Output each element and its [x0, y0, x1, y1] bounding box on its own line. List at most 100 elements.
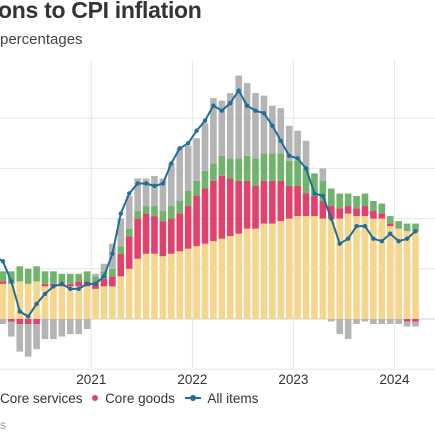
- all-items-point: [337, 241, 342, 246]
- core-goods-bar: [92, 283, 99, 289]
- legend-core-services: Core services: [0, 390, 83, 406]
- core-goods-bar: [269, 180, 276, 224]
- core-services-bar: [344, 213, 352, 319]
- core-goods-bar: [41, 283, 49, 287]
- all-items-point: [177, 146, 182, 151]
- core-goods-bar: [311, 196, 318, 217]
- food-bar: [33, 266, 40, 282]
- food-bar: [344, 193, 352, 207]
- core-services-bar: [386, 226, 394, 319]
- core-goods-bar: [302, 193, 310, 217]
- all-items-point: [219, 108, 225, 113]
- all-items-point: [68, 286, 73, 292]
- core-goods-bar: [235, 180, 242, 234]
- all-items-point: [211, 103, 216, 108]
- food-bar: [353, 196, 360, 209]
- all-items-point: [413, 228, 418, 234]
- all-items-point: [388, 231, 393, 236]
- all-items-point: [101, 274, 107, 279]
- core-goods-bar: [24, 319, 32, 325]
- chart-title: ons to CPI inflation: [0, 0, 202, 23]
- core-goods-bar: [159, 221, 167, 257]
- all-items-point: [278, 138, 283, 143]
- energy-bar: [41, 319, 49, 340]
- food-bar: [412, 223, 419, 232]
- all-items-point: [0, 259, 6, 264]
- all-items-point: [270, 123, 275, 128]
- core-services-bar: [151, 253, 158, 319]
- all-items-point: [202, 118, 208, 123]
- energy-bar: [142, 178, 150, 207]
- all-items-point: [25, 314, 31, 319]
- all-items-point: [253, 108, 258, 113]
- food-bar: [403, 223, 411, 232]
- food-bar: [8, 271, 15, 284]
- core-services-bar: [33, 281, 40, 319]
- energy-bar: [294, 130, 301, 161]
- food-bar: [285, 160, 293, 186]
- core-goods-bar: [277, 180, 285, 222]
- core-goods-bar: [328, 206, 335, 219]
- food-bar: [370, 201, 377, 212]
- all-items-point: [110, 251, 115, 256]
- food-bar: [336, 193, 344, 209]
- food-bar: [142, 206, 150, 214]
- core-services-bar: [302, 216, 310, 319]
- energy-bar: [184, 145, 192, 191]
- core-services-bar: [159, 256, 167, 319]
- energy-bar: [353, 319, 360, 325]
- x-tick-label: 2023: [278, 372, 308, 385]
- core-goods-bar: [252, 185, 259, 229]
- core-goods-bar: [193, 196, 200, 247]
- core-services-bar: [100, 286, 108, 319]
- energy-bar: [370, 319, 377, 325]
- core-goods-bar: [33, 319, 40, 325]
- energy-bar: [412, 321, 419, 327]
- all-items-point: [228, 100, 233, 106]
- core-services-bar: [319, 218, 327, 319]
- food-bar: [277, 153, 285, 181]
- food-bar: [117, 246, 125, 254]
- core-services-bar: [50, 286, 57, 319]
- all-items-point: [303, 166, 309, 171]
- core-goods-bar: [218, 175, 226, 239]
- core-services-bar: [75, 286, 82, 319]
- core-services-bar: [41, 286, 49, 319]
- energy-bar: [125, 196, 133, 229]
- food-bar: [378, 203, 386, 214]
- all-items-point: [404, 236, 410, 241]
- core-goods-bar: [168, 218, 175, 254]
- energy-bar: [395, 319, 402, 325]
- food-bar: [134, 211, 141, 219]
- all-items-point: [295, 156, 300, 161]
- food-bar: [125, 228, 133, 237]
- core-services-bar: [252, 228, 259, 319]
- core-services-bar: [16, 281, 24, 319]
- all-items-point: [261, 110, 267, 116]
- core-goods-bar: [370, 211, 377, 219]
- food-bar: [184, 190, 192, 207]
- food-bar: [319, 180, 327, 202]
- energy-bar: [243, 83, 251, 156]
- core-goods-bar: [260, 180, 268, 224]
- food-bar: [210, 163, 217, 181]
- core-goods-bar: [378, 213, 386, 219]
- core-services-bar: [311, 216, 318, 319]
- core-goods-bar: [134, 218, 141, 259]
- all-items-point: [371, 236, 376, 241]
- food-bar: [226, 158, 234, 179]
- core-goods-bar: [243, 180, 251, 229]
- energy-bar: [302, 140, 310, 169]
- all-items-point: [152, 183, 157, 189]
- core-services-bar: [336, 218, 344, 319]
- core-services-bar: [328, 218, 335, 319]
- core-goods-bar: [344, 206, 352, 214]
- energy-bar: [117, 218, 125, 247]
- all-items-point: [312, 191, 317, 196]
- all-items-point: [194, 128, 199, 133]
- all-items-point: [185, 141, 191, 146]
- all-items-point: [362, 223, 368, 229]
- energy-bar: [176, 148, 184, 202]
- all-items-point: [127, 191, 132, 196]
- core-goods-bar: [319, 201, 327, 219]
